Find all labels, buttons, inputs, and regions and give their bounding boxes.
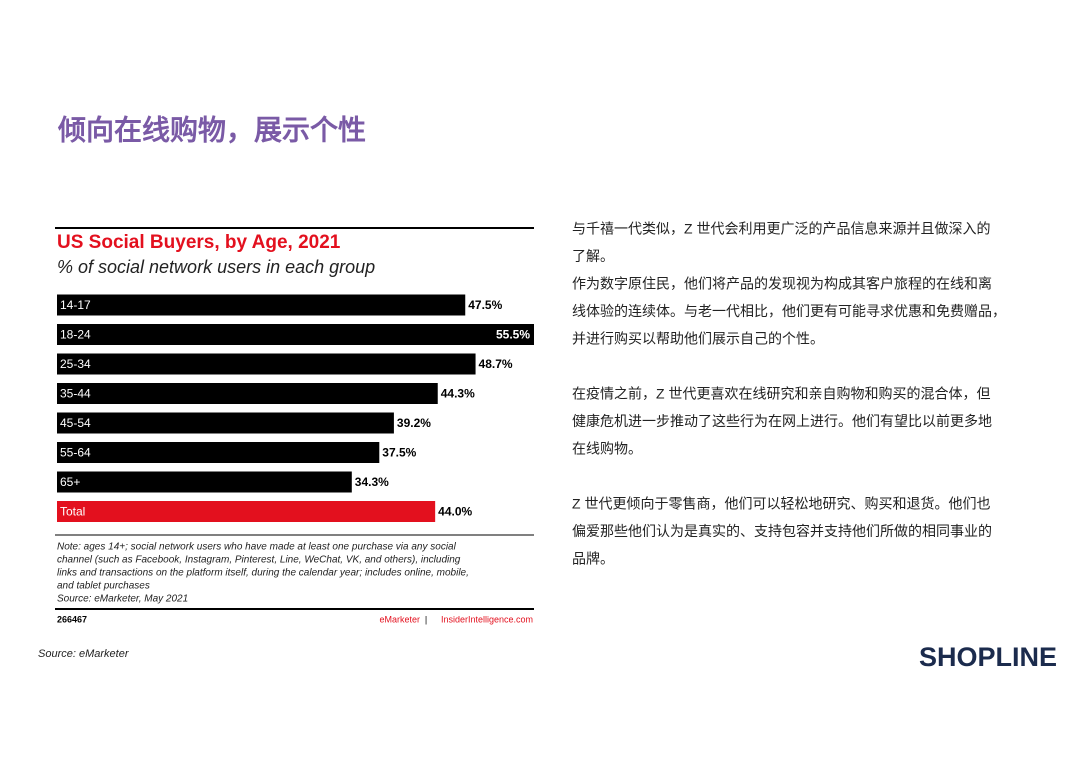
category-label: 45-54: [60, 416, 91, 430]
body-line: 在线购物。: [572, 441, 642, 457]
bar: [57, 324, 534, 345]
body-line: Z 世代更倾向于零售商，他们可以轻松地研究、购买和退货。他们也: [572, 496, 990, 512]
body-line: 作为数字原住民，他们将产品的发现视为构成其客户旅程的在线和离: [572, 276, 992, 292]
chart-title: US Social Buyers, by Age, 2021: [57, 232, 341, 253]
chart-subtitle: % of social network users in each group: [57, 257, 375, 277]
category-label: 65+: [60, 475, 80, 489]
brand-left: eMarketer: [379, 614, 420, 624]
body-line: 了解。: [572, 248, 614, 264]
category-label: 25-34: [60, 357, 91, 371]
note-line: links and transactions on the platform i…: [57, 568, 469, 579]
bar: [57, 412, 394, 434]
body-line: 品牌。: [572, 551, 614, 567]
note-line: and tablet purchases: [57, 581, 150, 592]
body-line: 与千禧一代类似，Z 世代会利用更广泛的产品信息来源并且做深入的: [572, 221, 990, 237]
category-label: 55-64: [60, 446, 91, 460]
category-label: 14-17: [60, 298, 91, 312]
source: Source: eMarketer: [38, 648, 130, 660]
category-label: 35-44: [60, 387, 91, 401]
chart-id: 266467: [57, 614, 87, 624]
bar: [57, 353, 476, 375]
brand-sep: |: [425, 614, 427, 624]
value-label: 55.5%: [496, 328, 530, 342]
value-label: 44.0%: [438, 505, 472, 519]
bar: [57, 383, 438, 404]
body-line: 在疫情之前，Z 世代更喜欢在线研究和亲自购物和购买的混合体，但: [572, 386, 990, 402]
value-label: 34.3%: [355, 475, 389, 489]
value-label: 37.5%: [382, 446, 416, 460]
bar: [57, 442, 380, 463]
note-line: Note: ages 14+; social network users who…: [57, 542, 457, 553]
bar: [57, 501, 436, 522]
body-line: 线体验的连续体。与老一代相比，他们更有可能寻求优惠和免费赠品，: [572, 303, 1006, 319]
note-line: Source: eMarketer, May 2021: [57, 594, 188, 605]
bar: [57, 471, 352, 493]
category-label: 18-24: [60, 328, 91, 342]
body-line: 偏爱那些他们认为是真实的、支持包容并支持他们所做的相同事业的: [572, 523, 992, 539]
value-label: 47.5%: [468, 298, 502, 312]
category-label: Total: [60, 505, 85, 519]
logo: SHOPLINE: [919, 642, 1057, 672]
value-label: 44.3%: [441, 387, 475, 401]
slide-title: 倾向在线购物，展示个性: [57, 113, 366, 145]
value-label: 39.2%: [397, 416, 431, 430]
body-line: 健康危机进一步推动了这些行为在网上进行。他们有望比以前更多地: [572, 413, 992, 429]
bar: [57, 294, 466, 316]
body-line: 并进行购买以帮助他们展示自己的个性。: [572, 331, 824, 347]
brand-right: InsiderIntelligence.com: [441, 614, 533, 624]
value-label: 48.7%: [479, 357, 513, 371]
note-line: channel (such as Facebook, Instagram, Pi…: [57, 555, 461, 566]
